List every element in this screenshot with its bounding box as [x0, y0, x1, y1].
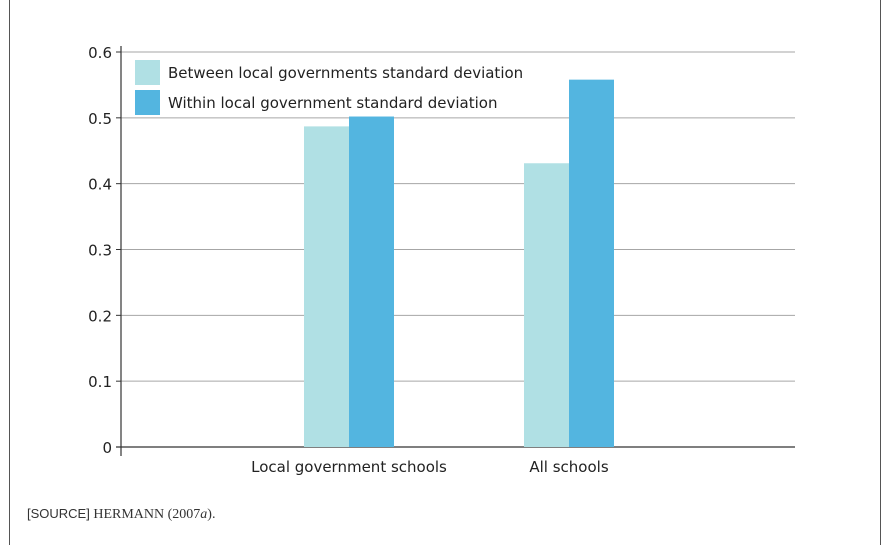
- y-tick-label: 0.6: [88, 44, 112, 62]
- bar-within-local-government-schools: [349, 116, 394, 448]
- source-end: ).: [207, 507, 216, 522]
- bar-between-all-schools: [524, 163, 569, 447]
- y-tick-label: 0.3: [88, 242, 112, 260]
- legend-label: Within local government standard deviati…: [168, 94, 497, 112]
- source-note: [SOURCE] HERMANN (2007a).: [27, 506, 215, 523]
- source-suffix: a: [200, 507, 208, 522]
- source-tag: [SOURCE]: [27, 506, 90, 521]
- bar-between-local-government-schools: [304, 126, 349, 448]
- source-author: HERMANN (2007: [93, 507, 201, 522]
- bar-chart: 0 0.1 0.2 0.3 0.4 0.5 0.6 Local government scho…: [88, 44, 795, 476]
- figure-frame: [9, 0, 881, 545]
- y-tick-label: 0.1: [88, 373, 112, 391]
- legend-swatch: [135, 60, 160, 85]
- y-tick-label: 0: [102, 439, 112, 457]
- x-category-label: All schools: [529, 458, 608, 476]
- x-category-label: Local government schools: [251, 458, 447, 476]
- y-tick-label: 0.5: [88, 110, 112, 128]
- y-tick-label: 0.2: [88, 307, 112, 325]
- legend-label: Between local governments standard devia…: [168, 64, 523, 82]
- legend-swatch: [135, 90, 160, 115]
- bar-within-all-schools: [569, 79, 614, 448]
- y-tick-label: 0.4: [88, 176, 112, 194]
